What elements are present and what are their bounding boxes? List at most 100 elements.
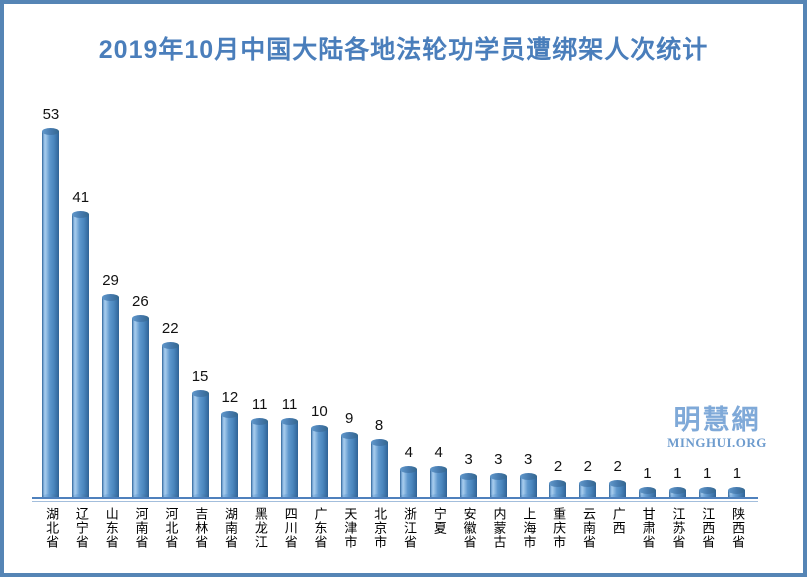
bar-value-label: 3 xyxy=(494,451,503,468)
bar-column: 1 xyxy=(633,104,663,499)
category-label: 重庆市 xyxy=(551,507,567,549)
bar-column: 8 xyxy=(364,104,394,499)
bar xyxy=(42,128,60,499)
bar xyxy=(549,480,567,499)
category-label: 浙江省 xyxy=(402,507,417,549)
bar-value-label: 29 xyxy=(102,272,119,289)
bar-column: 3 xyxy=(454,104,484,499)
bar-column: 22 xyxy=(155,104,185,499)
bar xyxy=(281,418,299,499)
bar xyxy=(609,480,627,499)
bar xyxy=(698,487,716,499)
bar xyxy=(638,487,656,499)
bar xyxy=(489,473,507,499)
bar-column: 41 xyxy=(66,104,96,499)
bar-value-label: 1 xyxy=(643,465,652,482)
bar xyxy=(370,439,388,499)
bar-value-label: 2 xyxy=(583,458,592,475)
bar-value-label: 2 xyxy=(613,458,622,475)
bar-column: 4 xyxy=(424,104,454,499)
x-axis-shadow-line xyxy=(32,501,758,502)
category-label: 北京市 xyxy=(372,507,388,549)
bar xyxy=(251,418,269,499)
bar-value-label: 3 xyxy=(523,451,533,468)
category-label: 广东省 xyxy=(312,507,328,549)
bar-value-label: 41 xyxy=(72,189,90,206)
bar-column: 12 xyxy=(215,104,245,499)
bar-column: 29 xyxy=(96,104,126,499)
bar xyxy=(579,480,597,499)
minghui-watermark: 明慧網 MINGHUI.ORG xyxy=(649,406,785,451)
bar-value-label: 22 xyxy=(161,320,179,337)
bar-column: 2 xyxy=(543,104,573,499)
bar-column: 11 xyxy=(275,104,305,499)
category-label: 河南省 xyxy=(133,507,149,549)
page-title: 2019年10月中国大陆各地法轮功学员遭绑架人次统计 xyxy=(98,36,709,64)
category-label: 山东省 xyxy=(103,507,119,549)
category-label: 上海市 xyxy=(521,507,537,549)
category-label: 云南省 xyxy=(580,507,596,549)
bar-column: 9 xyxy=(334,104,364,499)
category-label: 江西省 xyxy=(700,507,716,549)
bar-value-label: 15 xyxy=(191,368,209,385)
bar xyxy=(191,390,209,499)
bar xyxy=(161,342,179,499)
bar-column: 1 xyxy=(722,104,752,499)
bar xyxy=(519,473,537,499)
category-label: 天津市 xyxy=(342,507,358,549)
bar-column: 26 xyxy=(125,104,155,499)
bar-value-label: 2 xyxy=(553,458,563,475)
bar-value-label: 53 xyxy=(42,106,60,123)
bar-column: 3 xyxy=(513,104,543,499)
bar-value-label: 1 xyxy=(732,465,742,482)
bar-column: 53 xyxy=(36,104,66,499)
category-label: 安徽省 xyxy=(461,507,477,549)
bar-column: 1 xyxy=(662,104,692,499)
category-label: 四川省 xyxy=(282,507,298,549)
x-axis-line xyxy=(32,497,758,499)
bar xyxy=(340,432,358,499)
bar xyxy=(400,466,418,499)
bar-value-label: 1 xyxy=(673,465,682,482)
bar-column: 11 xyxy=(245,104,275,499)
bar-value-label: 12 xyxy=(221,389,239,406)
bar-value-label: 8 xyxy=(374,417,384,434)
bar xyxy=(430,466,448,499)
category-label: 黑龙江 xyxy=(252,507,268,549)
category-label: 湖南省 xyxy=(223,507,239,549)
bar-value-label: 9 xyxy=(345,410,354,427)
bar xyxy=(460,473,477,499)
category-label: 辽宁省 xyxy=(73,507,89,549)
category-label: 广西 xyxy=(610,507,626,535)
bar-value-label: 26 xyxy=(132,293,149,310)
category-label: 甘肃省 xyxy=(640,507,656,549)
bar-column: 15 xyxy=(185,104,215,499)
category-label: 陕西省 xyxy=(730,507,746,549)
bar-value-label: 11 xyxy=(251,396,268,413)
bars-row: 53 41 29 26 22 15 12 11 11 10 9 8 4 4 3 3 3 2 2 2 1 1 1 1 xyxy=(36,104,752,499)
category-label: 吉林省 xyxy=(193,507,209,549)
bar-column: 10 xyxy=(304,104,334,499)
bar-column: 2 xyxy=(573,104,603,499)
bar-value-label: 4 xyxy=(434,444,443,461)
categories-row: 湖北省 辽宁省 山东省 河南省 河北省 吉林省 湖南省 黑龙江 四川省 广东省 天津市 北京市 浙江省宁… xyxy=(36,507,752,549)
category-label: 湖北省 xyxy=(44,507,60,549)
bar xyxy=(131,315,149,499)
bar-value-label: 1 xyxy=(702,465,712,482)
bar xyxy=(102,294,120,499)
bar-column: 4 xyxy=(394,104,424,499)
bar-value-label: 4 xyxy=(404,444,414,461)
bar xyxy=(668,487,686,499)
minghui-logo-en: MINGHUI.ORG xyxy=(667,435,767,451)
bar-value-label: 3 xyxy=(464,451,473,468)
bar xyxy=(221,411,239,499)
bar-column: 1 xyxy=(692,104,722,499)
bar-value-label: 10 xyxy=(311,403,328,420)
bar xyxy=(72,211,90,499)
category-label: 江苏省 xyxy=(670,507,686,549)
bar-column: 2 xyxy=(603,104,633,499)
bar xyxy=(728,487,746,499)
bar-value-label: 11 xyxy=(281,396,298,413)
bar xyxy=(310,425,328,499)
